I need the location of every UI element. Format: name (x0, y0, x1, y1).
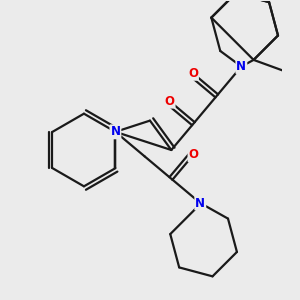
Text: O: O (165, 95, 175, 108)
Text: N: N (236, 60, 246, 73)
Text: N: N (195, 196, 205, 210)
Text: N: N (110, 125, 120, 138)
Text: O: O (188, 148, 199, 161)
Text: O: O (188, 67, 198, 80)
